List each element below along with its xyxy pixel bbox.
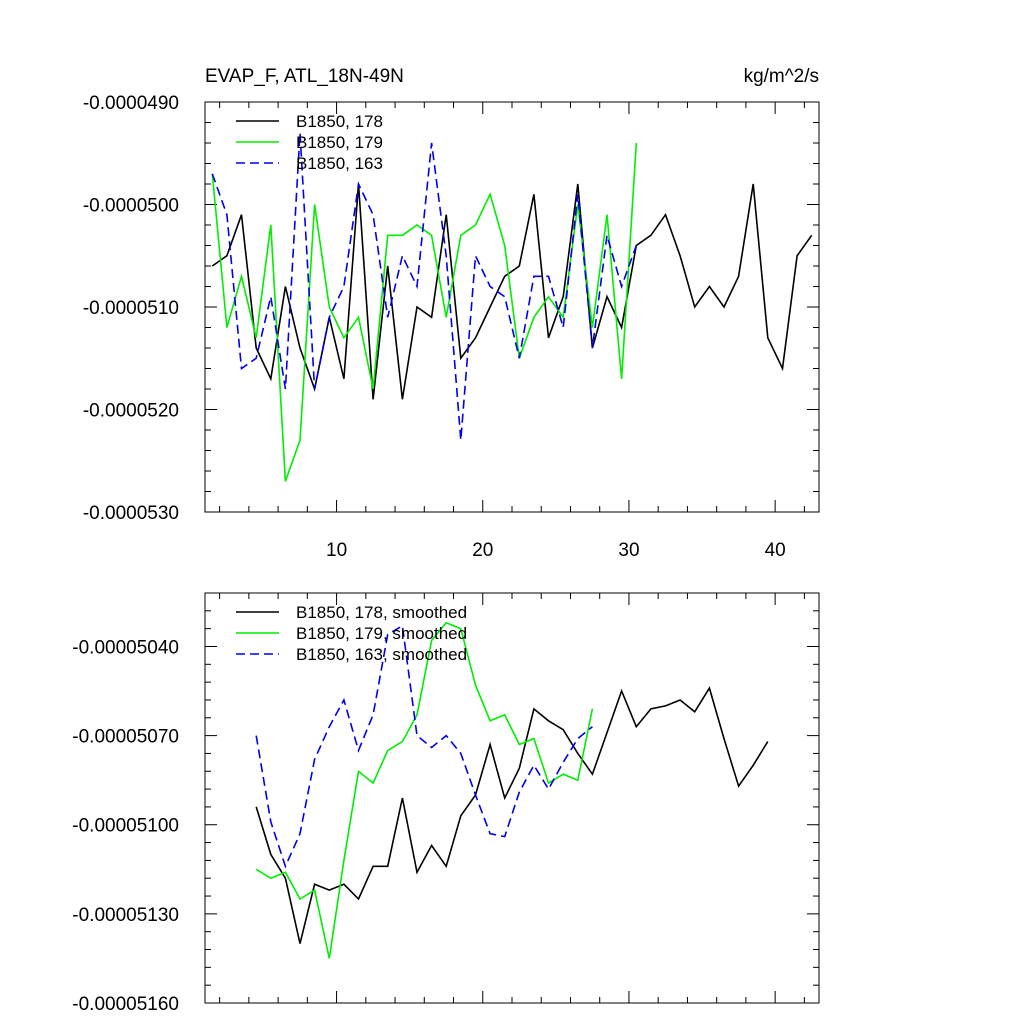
- top-series-line-1: [211, 183, 813, 400]
- bottom-ticks: -0.00005040 -0.00005070 -0.00005100 -0.0000…: [72, 593, 819, 1015]
- top-x-tick-label: 10: [326, 540, 347, 561]
- top-chart-title: EVAP_F, ATL_18N-49N: [205, 66, 404, 87]
- bottom-y-tick-label: -0.00005040: [72, 637, 179, 658]
- bottom-legend-label: B1850, 179, smoothed: [296, 624, 467, 643]
- bottom-series-line-2: [255, 621, 594, 959]
- bottom-legend-label: B1850, 163, smoothed: [296, 645, 467, 664]
- top-ticks: 10 20 30 40 -0.0000490 -0.0000500 -0.0000510 -0…: [83, 93, 819, 561]
- bottom-series-line-3: [255, 624, 593, 869]
- top-series-line-3: [211, 132, 638, 441]
- bottom-panel: -0.00005040 -0.00005070 -0.00005100 -0.0000…: [72, 592, 820, 1015]
- top-panel: EVAP_F, ATL_18N-49N kg/m^2/s 10 20 30 40 -0.…: [83, 66, 820, 561]
- top-legend: B1850, 178 B1850, 179 B1850, 163: [236, 112, 383, 173]
- bottom-y-tick-label: -0.00005160: [72, 994, 179, 1015]
- bottom-legend-label: B1850, 178, smoothed: [296, 603, 467, 622]
- top-y-tick-label: -0.0000500: [83, 196, 179, 217]
- top-x-tick-label: 20: [472, 540, 493, 561]
- top-y-tick-label: -0.0000490: [83, 93, 179, 114]
- top-x-tick-label: 30: [618, 540, 639, 561]
- top-y-tick-label: -0.0000530: [83, 503, 179, 524]
- top-chart-units: kg/m^2/s: [744, 66, 819, 87]
- top-series: [211, 132, 813, 482]
- top-legend-label: B1850, 179: [296, 133, 383, 152]
- top-x-tick-label: 40: [765, 540, 786, 561]
- bottom-series: [255, 621, 769, 959]
- bottom-legend: B1850, 178, smoothed B1850, 179, smoothed…: [236, 603, 467, 664]
- top-legend-label: B1850, 178: [296, 112, 383, 131]
- bottom-series-line-1: [255, 686, 769, 944]
- top-y-tick-label: -0.0000520: [83, 401, 179, 422]
- top-legend-label: B1850, 163: [296, 154, 383, 173]
- bottom-y-tick-label: -0.00005130: [72, 905, 179, 926]
- top-y-tick-label: -0.0000510: [83, 298, 179, 319]
- bottom-y-tick-label: -0.00005100: [72, 816, 179, 837]
- bottom-y-tick-label: -0.00005070: [72, 727, 179, 748]
